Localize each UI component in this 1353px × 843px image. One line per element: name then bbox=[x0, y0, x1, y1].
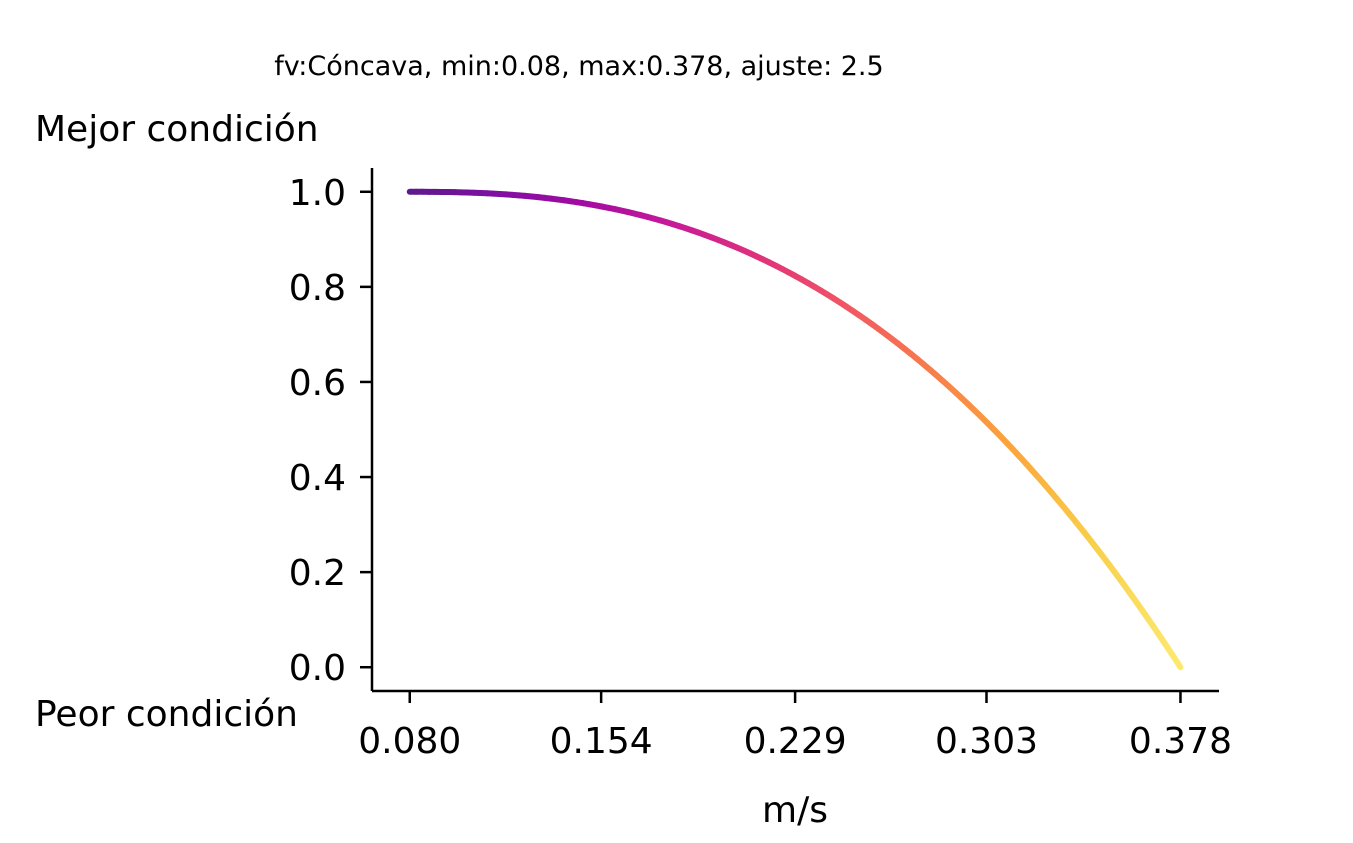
x-tick-label: 0.378 bbox=[1129, 721, 1232, 762]
y-ticks: 0.0 0.2 0.4 0.6 0.8 1.0 bbox=[289, 173, 372, 689]
chart-title: fv:Cóncava, min:0.08, max:0.378, ajuste:… bbox=[274, 51, 883, 82]
x-axis-label: m/s bbox=[762, 790, 828, 831]
x-ticks: 0.080 0.154 0.229 0.303 0.378 bbox=[358, 691, 1232, 762]
y-label-worst: Peor condición bbox=[35, 694, 298, 735]
x-tick-label: 0.303 bbox=[935, 721, 1038, 762]
y-tick-label: 0.2 bbox=[289, 553, 346, 594]
x-tick-label: 0.229 bbox=[744, 721, 847, 762]
y-tick-label: 1.0 bbox=[289, 173, 346, 214]
series-line bbox=[406, 188, 1184, 671]
x-tick-label: 0.154 bbox=[550, 721, 653, 762]
y-tick-label: 0.6 bbox=[289, 363, 346, 404]
x-tick-label: 0.080 bbox=[358, 721, 461, 762]
series-segment bbox=[1171, 654, 1184, 671]
y-tick-label: 0.8 bbox=[289, 268, 346, 309]
y-tick-label: 0.0 bbox=[289, 648, 346, 689]
y-label-best: Mejor condición bbox=[35, 109, 319, 150]
y-tick-label: 0.4 bbox=[289, 458, 346, 499]
